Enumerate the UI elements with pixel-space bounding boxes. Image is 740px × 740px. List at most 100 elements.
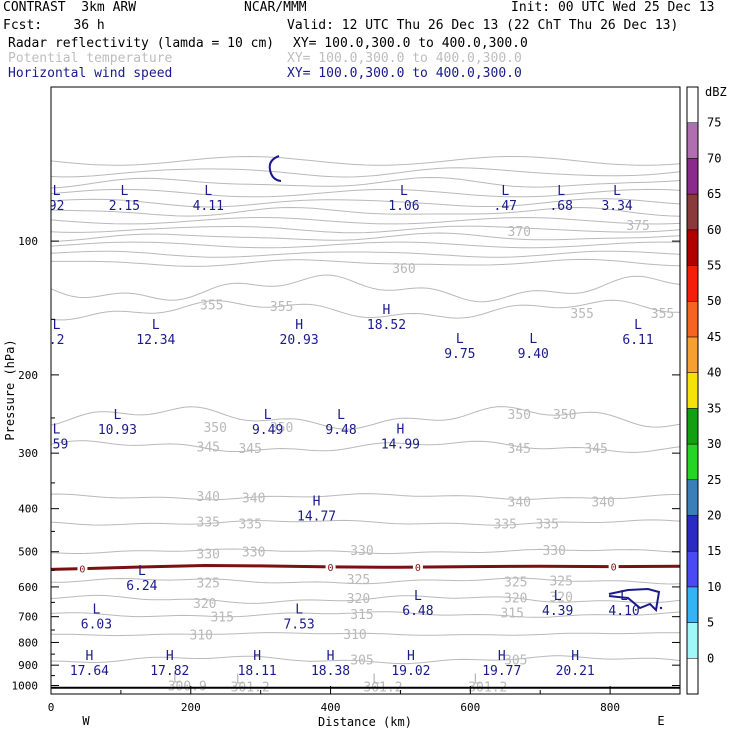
- colorbar-swatch: [686, 265, 699, 302]
- colorbar-label: 5: [707, 616, 714, 630]
- y-tick-label: 300: [18, 447, 38, 460]
- wind-extremum-marker: H: [327, 649, 335, 664]
- theta-contour-upper: [51, 241, 680, 249]
- theta-label: 355: [200, 299, 223, 314]
- wind-extremum-marker: L: [93, 603, 101, 618]
- colorbar-label: 65: [707, 187, 721, 201]
- wind-extremum-value: 3.34: [601, 199, 632, 214]
- theta-label: 360: [392, 262, 415, 277]
- colorbar-swatch: [686, 586, 699, 623]
- plot-frame: [50, 86, 681, 695]
- colorbar-label: 60: [707, 223, 721, 237]
- wind-extremum-marker: L: [53, 422, 61, 437]
- x-tick-label: 200: [181, 701, 201, 714]
- theta-contour: [51, 655, 680, 665]
- theta-contour: [51, 406, 680, 430]
- wind-extremum-marker: L: [53, 318, 61, 333]
- wind-extremum-value: .59: [45, 437, 68, 452]
- colorbar-label: 15: [707, 544, 721, 558]
- y-tick-label: 100: [18, 235, 38, 248]
- wind-extremum-value: 6.03: [81, 618, 112, 633]
- wind-extremum-value: 4.39: [542, 604, 573, 619]
- theta-label: 345: [197, 441, 220, 456]
- colorbar-top-cap: [686, 86, 699, 123]
- colorbar-label: 45: [707, 330, 721, 344]
- wind-extremum-value: 18.52: [367, 318, 406, 333]
- wind-extremum-marker: H: [313, 495, 321, 510]
- theta-label: 315: [210, 611, 233, 626]
- theta-label: 320: [347, 592, 370, 607]
- wind-extremum-value: 14.99: [381, 437, 420, 452]
- wind-extremum-marker: L: [557, 184, 565, 199]
- freezing-label-bg: [77, 563, 88, 574]
- wind-extremum-value: 17.82: [150, 664, 189, 679]
- colorbar-swatch: [686, 372, 699, 409]
- y-tick-label: 800: [18, 636, 38, 649]
- colorbar-frame: [686, 86, 699, 695]
- wind-extremum-value: 19.77: [482, 664, 521, 679]
- west-label: W: [82, 714, 90, 728]
- theta-low-marker: L: [236, 673, 244, 688]
- wind-extremum-marker: L: [554, 589, 562, 604]
- field-theta-xy: XY= 100.0,300.0 to 400.0,300.0: [287, 51, 522, 66]
- theta-contour: [51, 519, 680, 526]
- freezing-label-bg: [608, 561, 619, 572]
- colorbar-label: 35: [707, 401, 721, 415]
- wind-extremum-value: 18.11: [238, 664, 277, 679]
- theta-contour: [51, 577, 680, 585]
- valid-time: Valid: 12 UTC Thu 26 Dec 13 (22 ChT Thu …: [287, 18, 679, 33]
- theta-label: 330: [242, 546, 265, 561]
- wind-extremum-marker: L: [414, 589, 422, 604]
- theta-label: 300.9: [168, 680, 207, 695]
- y-tick-label: 900: [18, 659, 38, 672]
- theta-contour: [51, 632, 680, 637]
- theta-low-marker: L: [372, 673, 380, 688]
- wind-extremum-value: 9.40: [518, 347, 549, 362]
- wind-contour: [268, 155, 282, 182]
- theta-label: 330: [197, 547, 220, 562]
- y-tick-label: 200: [18, 369, 38, 382]
- wind-extremum-marker: H: [86, 649, 94, 664]
- wind-extremum-value: 9.75: [444, 347, 475, 362]
- theta-label: 370: [508, 225, 531, 240]
- colorbar-label: 50: [707, 294, 721, 308]
- freezing-label-bg: [412, 562, 423, 573]
- theta-contour-upper: [51, 206, 680, 217]
- theta-label: 315: [350, 608, 373, 623]
- colorbar-swatch: [686, 122, 699, 159]
- wind-extremum-marker: L: [620, 589, 628, 604]
- theta-contour-upper: [51, 250, 680, 258]
- theta-label: 320: [193, 597, 216, 612]
- freezing-label: 0: [415, 563, 421, 574]
- wind-extremum-marker: H: [397, 422, 405, 437]
- theta-label: 315: [501, 606, 524, 621]
- theta-label: 310: [190, 629, 213, 644]
- freezing-label-bg: [325, 561, 336, 572]
- colorbar-label: 10: [707, 580, 721, 594]
- field-reflectivity: Radar reflectivity (lamda = 10 cm): [8, 36, 275, 51]
- theta-contour-upper: [51, 232, 680, 242]
- theta-label: 305: [504, 654, 527, 669]
- colorbar-swatch: [686, 229, 699, 266]
- freezing-label: 0: [611, 563, 617, 574]
- theta-contour-upper: [51, 188, 680, 198]
- theta-label: 340: [508, 495, 531, 510]
- theta-low-marker: L: [173, 672, 181, 687]
- x-tick-label: 600: [460, 701, 480, 714]
- theta-label: 340: [197, 490, 220, 505]
- theta-contour: [51, 299, 680, 321]
- wind-contour: [608, 587, 661, 613]
- theta-label: 325: [504, 576, 527, 591]
- wind-extremum-marker: H: [383, 303, 391, 318]
- freezing-label: 0: [79, 565, 85, 576]
- wind-extremum-marker: L: [501, 184, 509, 199]
- colorbar-swatch: [686, 515, 699, 552]
- colorbar-swatch: [686, 300, 699, 338]
- x-tick-label: 800: [600, 701, 620, 714]
- wind-extremum-marker: L: [204, 184, 212, 199]
- colorbar-label: 75: [707, 116, 721, 130]
- forecast-hour: Fcst: 36 h: [3, 18, 105, 33]
- colorbar-label: 20: [707, 508, 721, 522]
- wind-extremum-value: 92: [49, 199, 65, 214]
